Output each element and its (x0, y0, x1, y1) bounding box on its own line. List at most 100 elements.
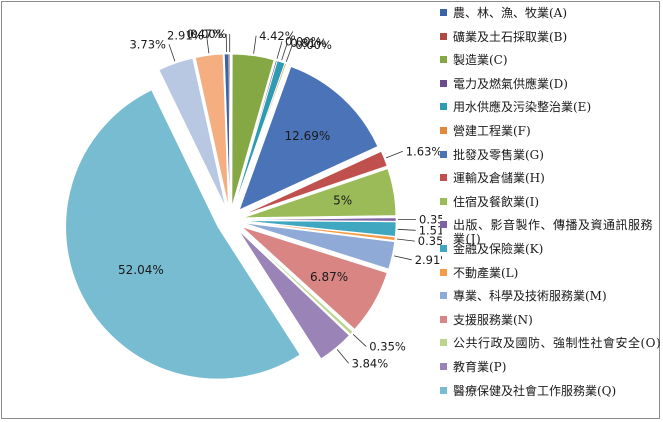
legend-item: 金融及保險業(K) (440, 242, 662, 266)
data-label: 2.91% (167, 29, 204, 43)
legend-item: 營建工程業(F) (440, 124, 662, 148)
pie-slice (241, 226, 388, 330)
data-label: 5% (333, 194, 352, 208)
legend-swatch (440, 386, 447, 394)
legend-label: 不動產業(L) (453, 265, 519, 280)
legend-swatch (440, 9, 447, 16)
pie-slice (238, 230, 350, 360)
legend-swatch (440, 174, 447, 182)
legend-item: 公共行政及國防、強制性社會安全(O) (440, 336, 662, 360)
pie-slice (228, 53, 231, 207)
legend-swatch (440, 126, 447, 134)
pie-slice (243, 168, 397, 218)
legend-label: 住宿及餐飲業(I) (453, 194, 540, 209)
legend-label: 營建工程業(F) (453, 123, 531, 138)
legend-swatch (440, 79, 447, 87)
legend-label: 醫療保健及社會工作服務業(Q) (453, 383, 617, 398)
legend-label: 農、林、漁、牧業(A) (453, 6, 568, 20)
leader-line (394, 255, 412, 261)
legend-item: 批發及零售業(G) (440, 148, 662, 172)
legend-item: 專業、科學及技術服務業(M) (440, 289, 662, 313)
legend-label: 礦業及土石採取業(B) (453, 29, 568, 44)
legend-swatch (440, 244, 447, 252)
legend-swatch (440, 150, 447, 158)
legend-label: 支援服務業(N) (453, 312, 533, 327)
legend-swatch (440, 103, 447, 111)
legend-label: 運輸及倉儲業(H) (453, 171, 545, 186)
legend-label: 用水供應及污染整治業(E) (453, 100, 592, 115)
data-label: 0.00% (295, 38, 332, 52)
legend-label: 專業、科學及技術服務業(M) (453, 289, 607, 304)
legend-item: 支援服務業(N) (440, 313, 662, 337)
legend-label: 製造業(C) (453, 53, 508, 68)
legend-swatch (440, 197, 447, 205)
leader-line (396, 238, 415, 242)
leader-line (352, 334, 367, 347)
data-label: 3.73% (129, 37, 166, 51)
data-label: 6.87% (310, 270, 348, 284)
data-label: 1.51% (419, 223, 442, 237)
pie-slice (158, 57, 226, 207)
legend-item: 運輸及倉儲業(H) (440, 171, 662, 195)
leader-line (281, 42, 288, 61)
data-label: 2.91% (415, 253, 442, 267)
pie-slice (243, 222, 395, 270)
legend-swatch (440, 221, 447, 229)
legend-label: 出版、影音製作、傳播及資通訊服務業(J) (453, 218, 654, 247)
legend-item: 製造業(C) (440, 53, 662, 77)
leader-line (253, 35, 257, 54)
legend-item: 農、林、漁、牧業(A) (440, 6, 662, 30)
legend-swatch (440, 32, 447, 40)
legend-swatch (440, 362, 447, 370)
legend-item: 電力及燃氣供應業(D) (440, 77, 662, 101)
legend-item: 住宿及餐飲業(I) (440, 195, 662, 219)
pie-slice (234, 63, 287, 207)
pie-slice (243, 220, 397, 237)
data-label: 0.35% (418, 234, 442, 248)
leader-line (206, 35, 210, 54)
legend-label: 批發及零售業(G) (453, 147, 544, 162)
data-label: 0.81% (290, 36, 327, 50)
legend-swatch (440, 339, 447, 347)
leader-line (336, 349, 349, 364)
pie-slice (242, 151, 388, 216)
legend-item: 不動產業(L) (440, 266, 662, 290)
leader-lines (168, 33, 417, 364)
legend-item: 出版、影音製作、傳播及資通訊服務業(J) (440, 218, 662, 246)
pie-slice (243, 221, 396, 241)
legend-item: 用水供應及污染整治業(E) (440, 100, 662, 124)
pie-slice (240, 229, 354, 335)
data-label: 0.35% (369, 340, 406, 354)
pie-slice (195, 53, 229, 207)
pie-slice (233, 60, 278, 207)
legend-label: 電力及燃氣供應業(D) (453, 76, 568, 91)
legend-label: 公共行政及國防、強制性社會安全(O) (453, 336, 662, 351)
legend-swatch (440, 268, 447, 276)
data-label: 52.04% (118, 263, 164, 277)
data-label: 1.63% (406, 144, 442, 158)
legend-item: 礦業及土石採取業(B) (440, 30, 662, 54)
pie-slice (65, 89, 301, 380)
legend-item: 教育業(P) (440, 360, 662, 384)
pie-slices (65, 53, 397, 380)
leader-line (168, 44, 176, 62)
data-label: 12.69% (285, 129, 331, 143)
pie-chart: 0.47%0.00% 4.42%0.00%0.81%0.00%12.69%1.63… (65, 27, 442, 380)
legend-swatch (440, 315, 447, 323)
data-label: 0.00% (285, 34, 322, 48)
pie-slice (234, 60, 286, 207)
data-labels: 0.47%0.00% 4.42%0.00%0.81%0.00%12.69%1.63… (118, 27, 442, 370)
legend-swatch (440, 292, 447, 300)
pie-slice (238, 66, 379, 211)
leader-line (385, 150, 403, 159)
data-label: 0.47% (187, 27, 224, 41)
legend-swatch (440, 56, 447, 64)
data-label: 0.00% (190, 27, 227, 41)
legend-label: 金融及保險業(K) (453, 241, 544, 256)
legend-item: 醫療保健及社會工作服務業(Q) (440, 384, 662, 408)
pie-slice (231, 53, 275, 207)
leader-line (276, 41, 283, 59)
data-label: 0.35% (419, 212, 442, 226)
data-label: 4.42% (259, 29, 296, 43)
legend-label: 教育業(P) (453, 359, 507, 374)
